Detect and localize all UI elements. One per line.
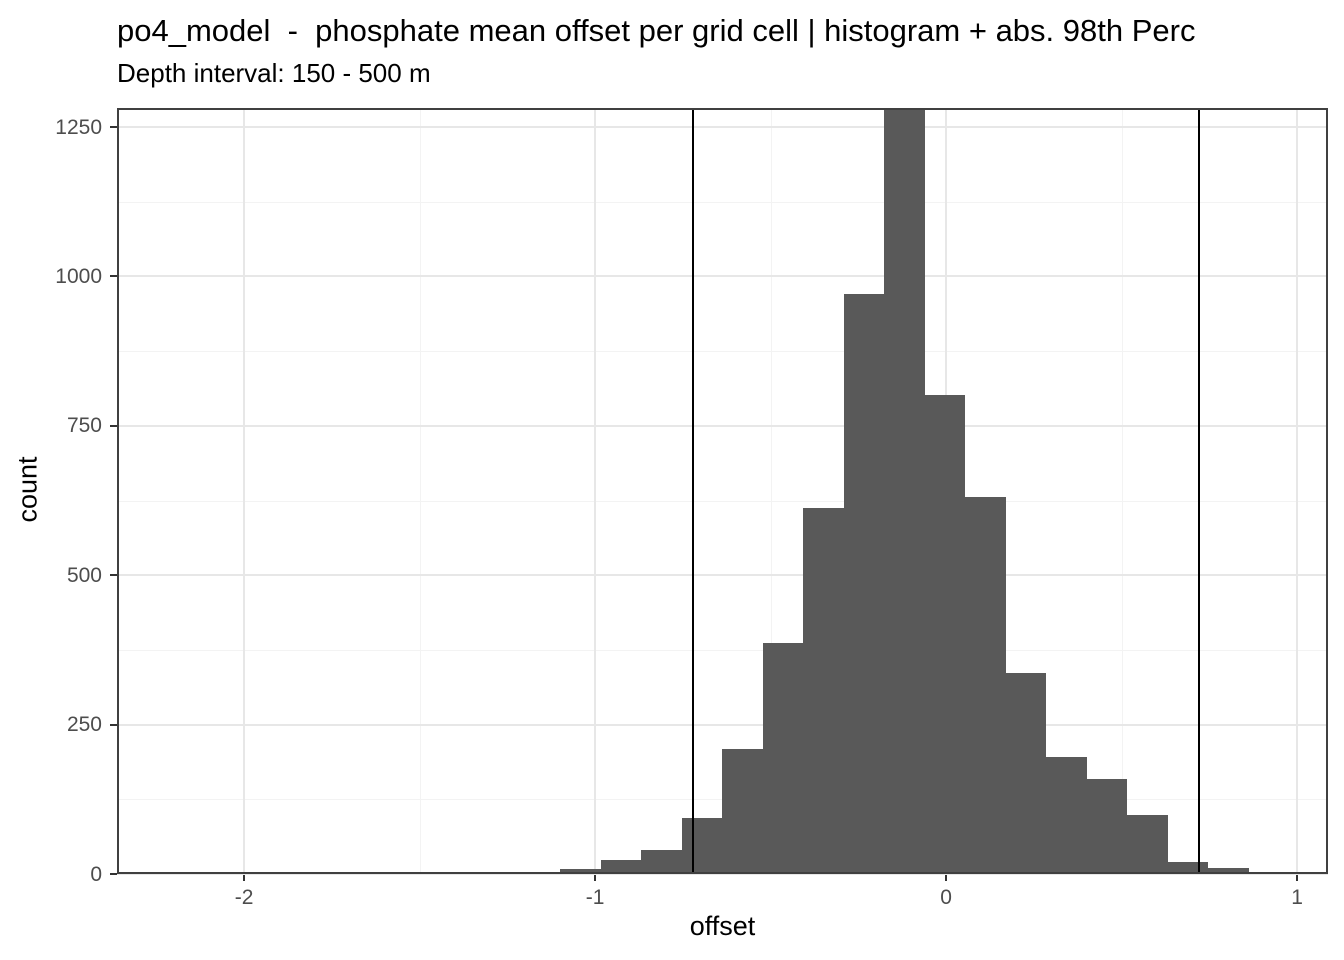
gridline-x-major bbox=[594, 108, 597, 874]
gridline-x-major bbox=[1296, 108, 1299, 874]
gridline-x-major bbox=[243, 108, 246, 874]
gridline-y-minor bbox=[117, 500, 1328, 502]
y-axis-tick-label: 250 bbox=[66, 713, 102, 737]
gridline-y-minor bbox=[117, 201, 1328, 203]
gridline-y-major bbox=[117, 873, 1328, 875]
y-axis-tick bbox=[110, 723, 117, 726]
gridline-y-minor bbox=[117, 351, 1328, 353]
plot-subtitle: Depth interval: 150 - 500 m bbox=[117, 58, 431, 88]
y-axis-tick-label: 750 bbox=[66, 414, 102, 438]
x-axis-tick bbox=[594, 874, 597, 881]
histogram-bar bbox=[924, 394, 966, 874]
histogram-bar bbox=[965, 496, 1006, 874]
y-axis-tick-label: 500 bbox=[66, 563, 102, 587]
y-axis-title: count bbox=[12, 456, 43, 523]
gridline-y-major bbox=[117, 574, 1328, 577]
gridline-y-major bbox=[117, 723, 1328, 726]
x-axis-tick-label: -2 bbox=[234, 886, 254, 909]
y-axis-tick-label: 1000 bbox=[55, 264, 102, 288]
y-axis-tick bbox=[110, 275, 117, 278]
histogram-bar bbox=[884, 108, 925, 874]
y-axis-tick bbox=[110, 424, 117, 427]
gridline-y-minor bbox=[117, 649, 1328, 651]
gridline-y-major bbox=[117, 424, 1328, 427]
y-axis-tick-label: 1250 bbox=[55, 115, 102, 139]
gridline-y-major bbox=[117, 275, 1328, 278]
histogram-bar bbox=[762, 642, 804, 874]
histogram-bar bbox=[1208, 868, 1249, 874]
histogram-bar bbox=[1127, 814, 1168, 874]
y-axis-tick bbox=[110, 126, 117, 129]
x-axis-tick-label: -1 bbox=[585, 886, 605, 909]
percentile-vline bbox=[1197, 108, 1200, 874]
y-axis-tick bbox=[110, 873, 117, 875]
histogram-bar bbox=[681, 817, 723, 874]
panel-border bbox=[117, 108, 1328, 874]
x-axis-title: offset bbox=[689, 911, 756, 941]
histogram-bar bbox=[803, 508, 844, 874]
histogram-bar bbox=[1086, 778, 1128, 874]
y-axis-tick-label: 0 bbox=[90, 862, 102, 886]
x-axis-tick bbox=[945, 874, 948, 881]
gridline-x-minor bbox=[1121, 108, 1123, 874]
histogram-bar bbox=[641, 850, 682, 874]
histogram-bar bbox=[843, 294, 885, 874]
x-axis-tick-label: 1 bbox=[1291, 886, 1303, 909]
gridline-x-minor bbox=[770, 108, 772, 874]
plot-panel bbox=[117, 108, 1328, 875]
histogram-bar bbox=[1005, 673, 1047, 874]
histogram-bar bbox=[1046, 756, 1087, 874]
y-axis-tick bbox=[110, 574, 117, 577]
plot-title: po4_model - phosphate mean offset per gr… bbox=[117, 13, 1196, 48]
gridline-y-major bbox=[117, 126, 1328, 129]
percentile-vline bbox=[692, 108, 695, 874]
gridline-x-minor bbox=[419, 108, 421, 874]
histogram-bar bbox=[722, 749, 763, 874]
x-axis-tick bbox=[243, 874, 246, 881]
histogram-bar bbox=[1167, 862, 1209, 874]
histogram-bar bbox=[600, 860, 642, 874]
histogram-bar bbox=[560, 869, 601, 874]
x-axis-tick bbox=[1296, 874, 1299, 881]
x-axis-tick-label: 0 bbox=[940, 886, 952, 909]
